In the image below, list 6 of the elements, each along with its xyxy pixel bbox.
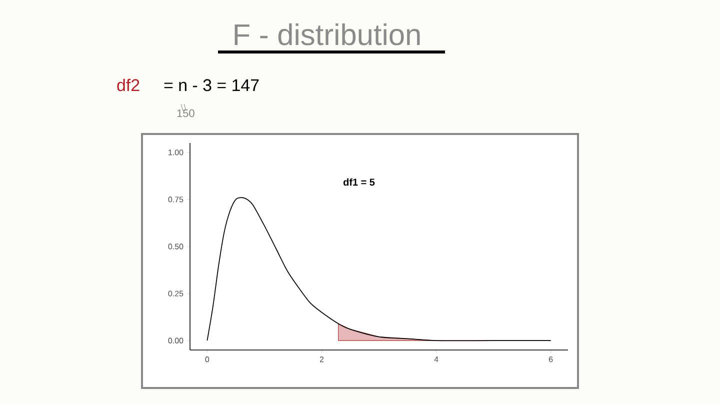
- chart-title: F - distribution: [234, 23, 420, 46]
- annotation: df1 = 5: [343, 178, 375, 186]
- text: = n - 3 = 147: [164, 79, 259, 92]
- line-series: [206, 197, 552, 342]
- text: 150: [177, 109, 194, 118]
- text: df2: [117, 78, 140, 92]
